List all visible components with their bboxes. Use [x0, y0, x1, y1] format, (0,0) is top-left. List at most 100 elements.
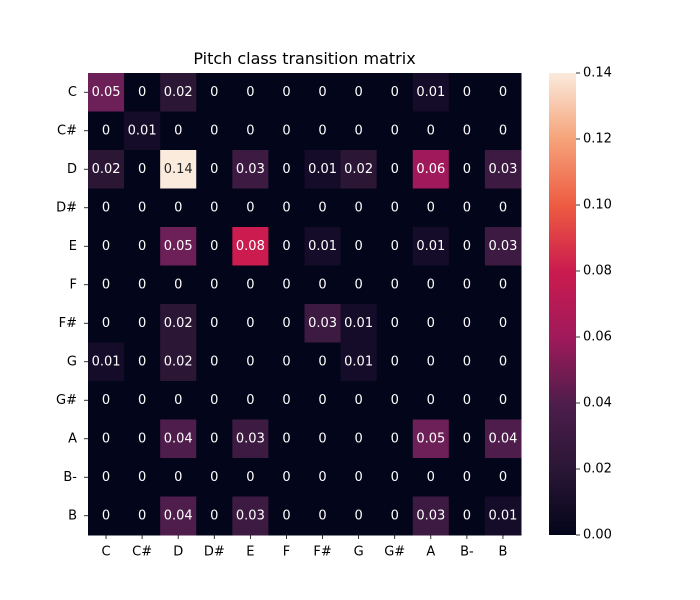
cell-value-label: 0.03 [236, 162, 265, 177]
heatmap-cell [448, 188, 486, 228]
cell-value-label: 0 [391, 123, 399, 138]
heatmap-cell [160, 188, 197, 228]
heatmap-cell [232, 342, 269, 382]
heatmap-cell [484, 419, 522, 459]
heatmap-cell [196, 458, 233, 497]
cell-value-label: 0 [318, 431, 326, 446]
x-tick-label: A [426, 545, 435, 560]
cell-value-label: 0 [174, 470, 182, 485]
heatmap-cell [304, 304, 342, 343]
cell-value-label: 0 [102, 316, 110, 331]
heatmap-cell [88, 227, 125, 266]
cell-value-label: 0 [318, 508, 326, 523]
heatmap-cell [484, 265, 522, 305]
cell-value-label: 0 [354, 508, 362, 523]
cell-value-label: 0 [246, 393, 254, 408]
heatmap-cell [124, 150, 161, 189]
cell-value-label: 0.01 [344, 354, 373, 369]
heatmap-cell [376, 419, 414, 459]
y-tick-label: D [67, 162, 77, 177]
heatmap-cell [160, 227, 197, 266]
cell-value-label: 0 [391, 508, 399, 523]
cell-value-label: 0 [391, 200, 399, 215]
heatmap-cell [304, 458, 342, 497]
cell-value-label: 0 [102, 123, 110, 138]
heatmap-cell [196, 304, 233, 343]
cell-value-label: 0 [102, 393, 110, 408]
x-tick-label: F# [313, 545, 331, 560]
cell-value-label: 0 [138, 316, 146, 331]
heatmap-cell [232, 265, 269, 305]
cell-value-label: 0 [427, 200, 435, 215]
heatmap-cell [484, 496, 522, 536]
cell-value-label: 0 [463, 277, 471, 292]
cell-value-label: 0 [282, 508, 290, 523]
y-tick-label: A [68, 431, 77, 446]
heatmap-cell [88, 419, 125, 459]
heatmap-cell [232, 381, 269, 420]
cell-value-label: 0 [210, 470, 218, 485]
heatmap-cell [376, 304, 414, 343]
heatmap-cell [268, 188, 305, 228]
heatmap-cell [268, 150, 305, 189]
cell-value-label: 0 [354, 200, 362, 215]
y-tick-label: E [69, 239, 77, 254]
heatmap-cell [124, 73, 161, 112]
heatmap-cell [196, 381, 233, 420]
heatmap-cell [160, 111, 197, 151]
cell-value-label: 0 [210, 239, 218, 254]
cell-value-label: 0 [174, 277, 182, 292]
cell-value-label: 0 [138, 470, 146, 485]
cell-value-label: 0 [354, 277, 362, 292]
heatmap-cell [196, 265, 233, 305]
heatmap-cell [340, 304, 378, 343]
x-tick-label: G [354, 545, 364, 560]
cell-value-label: 0.01 [416, 85, 445, 100]
x-tick-label: E [246, 545, 254, 560]
cell-value-label: 0 [102, 200, 110, 215]
heatmap-cell [124, 111, 161, 151]
heatmap-cell [412, 188, 450, 228]
cell-value-label: 0 [282, 470, 290, 485]
cell-value-label: 0 [282, 393, 290, 408]
cell-value-label: 0 [427, 470, 435, 485]
cell-value-label: 0.08 [236, 239, 265, 254]
heatmap-cell [124, 265, 161, 305]
cell-value-label: 0.03 [236, 431, 265, 446]
heatmap-cell [88, 304, 125, 343]
cell-value-label: 0 [282, 162, 290, 177]
heatmap-cell [448, 381, 486, 420]
cell-value-label: 0 [499, 277, 507, 292]
heatmap-cell [160, 150, 197, 189]
cell-value-label: 0 [463, 162, 471, 177]
heatmap-cell [268, 227, 305, 266]
cell-value-label: 0 [210, 277, 218, 292]
cell-value-label: 0 [463, 239, 471, 254]
heatmap-cell [124, 496, 161, 536]
heatmap-cell [340, 458, 378, 497]
heatmap-cell [124, 419, 161, 459]
heatmap-cell [196, 150, 233, 189]
heatmap-cell [232, 73, 269, 112]
cell-value-label: 0.04 [164, 431, 193, 446]
cell-value-label: 0 [463, 393, 471, 408]
x-tick-label: D# [204, 545, 225, 560]
heatmap-cell [124, 458, 161, 497]
cell-value-label: 0 [102, 508, 110, 523]
y-tick-label: C# [57, 123, 77, 138]
heatmap-cell [160, 342, 197, 382]
cell-value-label: 0 [463, 470, 471, 485]
cell-value-label: 0.02 [164, 85, 193, 100]
heatmap-cell [232, 111, 269, 151]
heatmap-cell [304, 419, 342, 459]
cell-value-label: 0 [463, 200, 471, 215]
cell-value-label: 0 [499, 200, 507, 215]
heatmap-cell [124, 227, 161, 266]
heatmap-cell [340, 496, 378, 536]
heatmap-cell [232, 496, 269, 536]
heatmap-cell [232, 419, 269, 459]
heatmap-cell [160, 381, 197, 420]
heatmap-cell [196, 188, 233, 228]
cell-value-label: 0.05 [92, 85, 121, 100]
